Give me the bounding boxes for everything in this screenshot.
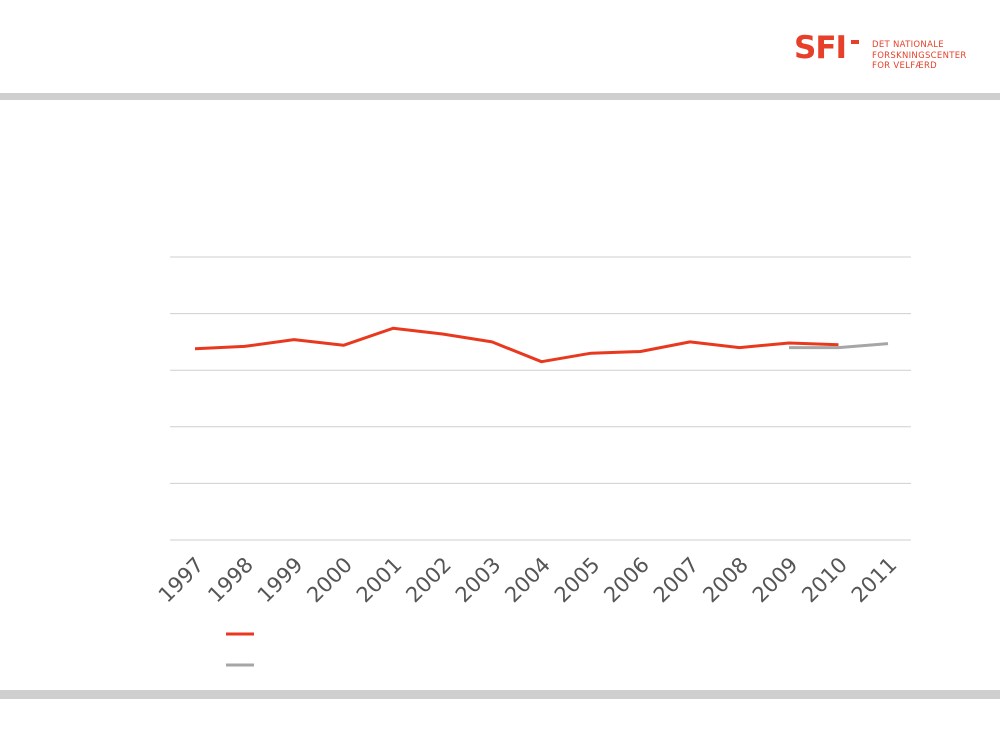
logo-line-2: FORSKNINGSCENTER	[872, 50, 967, 61]
logo-line-1: DET NATIONALE	[872, 40, 944, 50]
footer-divider	[0, 690, 1000, 699]
x-tick-2001: 2001	[352, 553, 407, 608]
x-tick-2004: 2004	[500, 553, 555, 608]
gridlines	[170, 256, 911, 541]
x-tick-1997: 1997	[154, 553, 209, 608]
logo-mark: SFI	[794, 30, 847, 66]
x-tick-1999: 1999	[253, 553, 308, 608]
logo-text: DET NATIONALE FORSKNINGSCENTER FOR VELFÆ…	[872, 40, 967, 72]
x-tick-2011: 2011	[847, 553, 902, 608]
sfi-logo: SFI DET NATIONALE FORSKNINGSCENTER FOR V…	[794, 33, 969, 72]
legend	[226, 632, 254, 667]
series-line-1	[789, 342, 889, 350]
x-tick-2000: 2000	[302, 553, 357, 608]
x-tick-2010: 2010	[797, 553, 852, 608]
series-line-0	[194, 326, 839, 364]
x-tick-1998: 1998	[203, 553, 258, 608]
series-lines	[194, 326, 889, 364]
logo-dot	[851, 40, 859, 44]
x-tick-2003: 2003	[451, 553, 506, 608]
logo-line-3: FOR VELFÆRD	[872, 61, 938, 71]
x-tick-2009: 2009	[748, 553, 803, 608]
x-tick-2007: 2007	[649, 553, 704, 608]
x-axis-ticks: 1997199819992000200120022003200420052006…	[154, 553, 902, 608]
header-divider	[0, 93, 1000, 100]
x-tick-2006: 2006	[599, 553, 654, 608]
x-tick-2008: 2008	[698, 553, 753, 608]
x-tick-2005: 2005	[550, 553, 605, 608]
x-tick-2002: 2002	[401, 553, 456, 608]
